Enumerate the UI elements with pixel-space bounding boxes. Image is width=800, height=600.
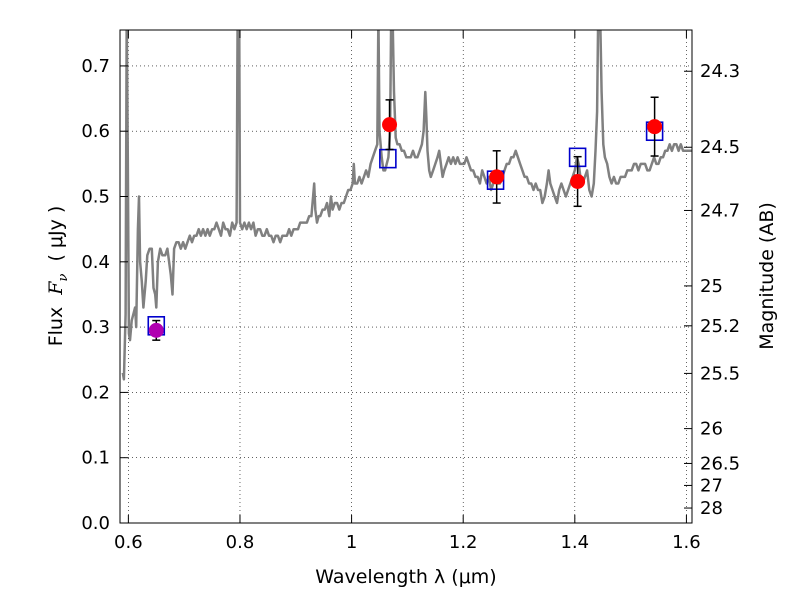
y2-tick-label: 25.2 [700,316,740,337]
spectrum-line [121,30,692,381]
y-tick-label: 0.0 [81,513,110,534]
y-tick-label: 0.1 [81,448,110,469]
x-tick-label: 1.2 [449,532,478,553]
y-tick-label: 0.6 [81,121,110,142]
y2-tick-label: 28 [700,498,723,519]
x-axis-title: Wavelength λ (μm) [315,566,496,588]
y-axis-title-post: ( μJy ) [45,206,67,274]
y-tick-label: 0.7 [81,56,110,77]
plot-frame [119,29,693,524]
y2-tick-label: 27 [700,475,723,496]
y2-tick-label: 25 [700,276,723,297]
x-tick-label: 1.4 [560,532,589,553]
y-axis-title-subscript: ν [56,274,71,282]
y2-tick-label: 26 [700,419,723,440]
y2-tick-label: 24.7 [700,200,740,221]
ticks: 0.6 0.8 1 1.2 1.4 1.6 0.0 0.1 0.2 0.3 0.4 0.5 0.6 0.7… [81,30,740,553]
y2-axis-title: Magnitude (AB) [756,202,778,350]
x-tick-label: 0.6 [114,532,143,553]
observed-points [148,96,663,341]
y2-tick-label: 24.5 [700,137,740,158]
x-tick-label: 1 [346,532,357,553]
spectrum-layer [121,30,692,381]
y-tick-label: 0.2 [81,382,110,403]
y-tick-label: 0.4 [81,252,110,273]
y-axis-title-symbol: F [45,281,67,296]
y2-tick-label: 24.3 [700,61,740,82]
observed-point [148,322,164,338]
y-axis-title: Flux Fν ( μJy ) [45,206,71,347]
y-axis-title-pre: Flux [45,295,67,347]
y2-tick-label: 25.5 [700,363,740,384]
y2-tick-label: 26.5 [700,453,740,474]
y-tick-label: 0.3 [81,317,110,338]
observed-point [647,119,663,135]
x-tick-label: 1.6 [672,532,701,553]
observed-point [570,173,586,189]
x-tick-label: 0.8 [226,532,255,553]
y-tick-label: 0.5 [81,187,110,208]
observed-point [489,169,505,185]
plot-background [120,30,692,523]
observed-point [382,117,398,133]
